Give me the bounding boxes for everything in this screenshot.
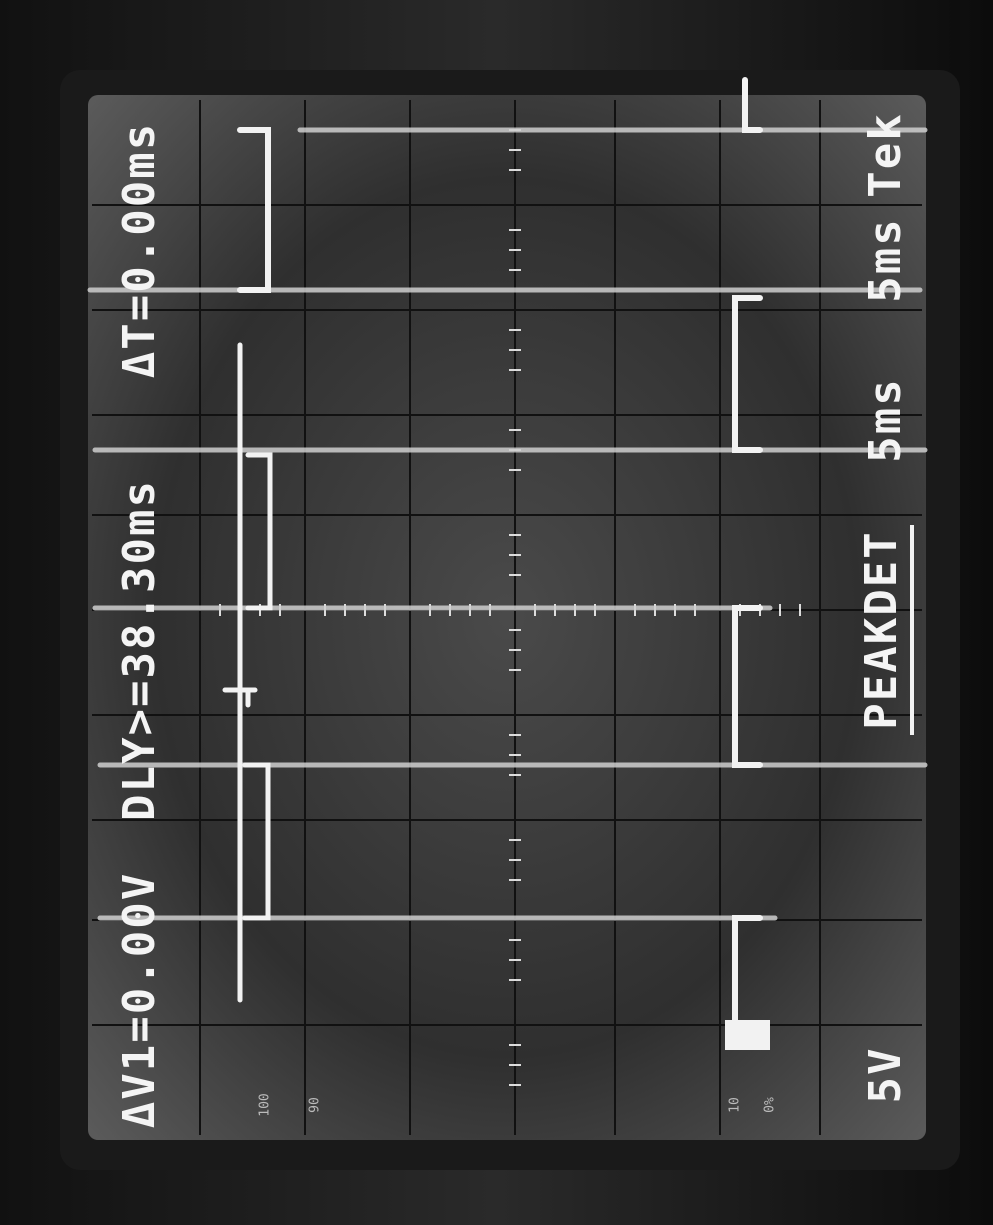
graticule-label: 90 [308, 1097, 323, 1113]
acquisition-mode: PEAKDET [856, 530, 907, 729]
volts-per-div: 5V [860, 1047, 911, 1104]
delay-readout: DLY>=38.30ms [114, 479, 165, 821]
screen [88, 95, 926, 1140]
delta-t-readout: ΔT=0.00ms [114, 122, 165, 378]
brand-label: Tek [860, 112, 911, 197]
graticule-label: 100 [258, 1093, 273, 1116]
graticule [92, 100, 922, 1135]
graticule-label: 10 [728, 1097, 743, 1113]
waveforms [87, 77, 928, 1050]
timebase-delayed: 5ms [860, 377, 911, 462]
graticule-label: 0% [763, 1097, 778, 1113]
delta-v-readout: ΔV1=0.00V [114, 872, 165, 1128]
timebase-main: 5ms [860, 217, 911, 302]
